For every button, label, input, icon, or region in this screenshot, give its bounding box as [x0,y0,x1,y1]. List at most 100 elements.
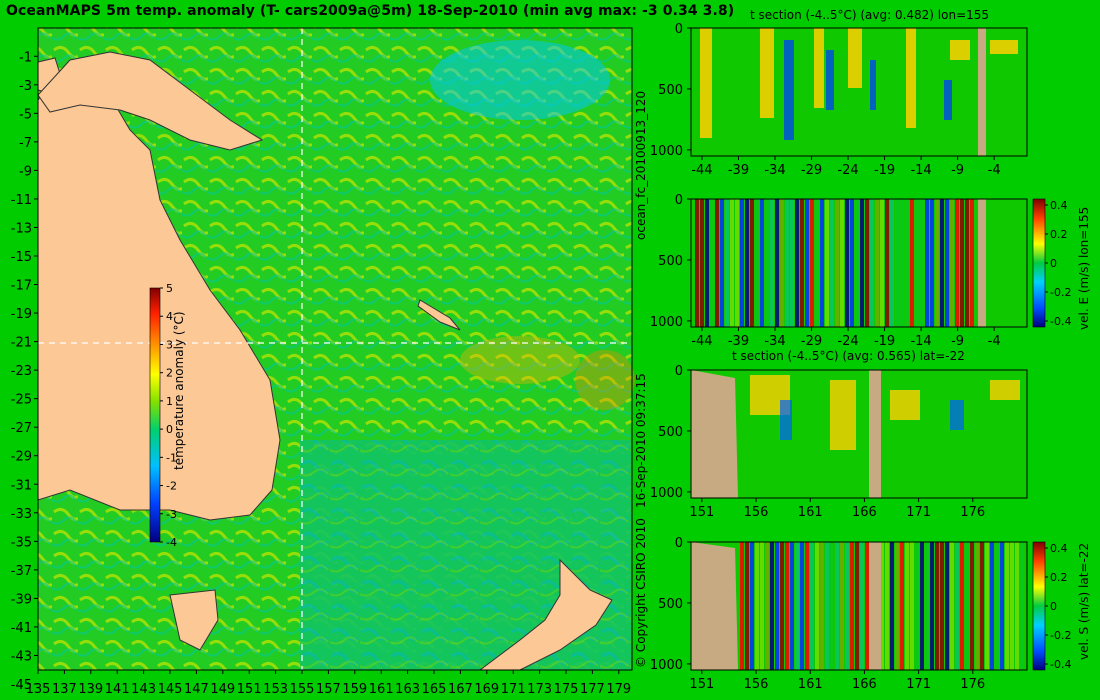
velocity-stripe [825,542,829,670]
t-section-lon-title: t section (-4..5°C) (avg: 0.482) lon=155 [750,8,990,22]
section-y-tick-label: 1000 [650,486,683,501]
map-x-tick-label: 167 [448,682,473,697]
velocity-stripe [790,542,794,670]
velocity-stripe [735,199,739,327]
velocity-stripe [945,542,949,670]
map-y-tick-label: -11 [11,193,32,208]
vel-s-colorbar [1032,541,1046,671]
map-x-tick-label: 175 [554,682,579,697]
velocity-stripe [810,542,814,670]
section-y-tick-label: 500 [658,83,683,98]
velocity-stripe [900,542,904,670]
velocity-stripe [880,542,884,670]
velocity-stripe [845,199,849,327]
velocity-stripe [890,542,894,670]
velocity-stripe [835,542,839,670]
map-y-tick-label: -3 [19,79,32,94]
velocity-stripe [780,199,784,327]
forecast-id-label: ocean_fc_20100913_120 [634,90,648,240]
section-x-tick-label: 161 [798,677,823,692]
map-x-tick-label: 179 [606,682,631,697]
temp-colorbar-tick-label: 1 [166,395,173,408]
t-section-lat-land [691,370,738,498]
section-x-tick-label: 156 [744,505,769,520]
section-y-tick-label: 500 [658,254,683,269]
velocity-stripe [820,542,824,670]
section-y-tick-label: 500 [658,597,683,612]
section-x-tick-label: -34 [764,334,785,349]
section-x-tick-label: 161 [798,505,823,520]
velocity-stripe [795,542,799,670]
map-x-tick-label: 153 [263,682,288,697]
velocity-stripe [730,199,734,327]
velocity-stripe [1005,542,1009,670]
section-y-tick-label: 1000 [650,144,683,159]
velocity-stripe [945,199,949,327]
map-x-tick-label: 145 [158,682,183,697]
section-x-tick-label: -44 [691,163,712,178]
map-warm-eddy [460,336,580,384]
velocity-colorbar-tick-label: 0 [1050,257,1057,270]
velocity-colorbar-tick-label: 0.4 [1050,199,1068,212]
map-x-tick-label: 155 [290,682,315,697]
section-x-tick-label: -29 [801,163,822,178]
section-y-tick-label: 0 [675,536,683,551]
map-x-tick-label: 137 [52,682,77,697]
velocity-stripe [980,542,984,670]
velocity-stripe [910,542,914,670]
map-y-tick-label: -45 [11,678,32,693]
velocity-stripe [875,199,879,327]
velocity-stripe [825,199,829,327]
tasmania-landmass [169,589,219,651]
section-x-tick-label: -39 [728,334,749,349]
map-warm-eddy-east [575,350,635,410]
section-x-tick-label: 151 [689,677,714,692]
new-caledonia-landmass [417,299,461,331]
velocity-stripe [710,199,714,327]
velocity-stripe [925,199,929,327]
vel-s-frame [690,541,1028,671]
section-x-tick-label: 176 [960,505,985,520]
t-section-lon-warm-streaks [700,28,1018,138]
new-guinea-landmass [37,51,264,151]
velocity-stripe [925,542,929,670]
velocity-stripe [850,542,854,670]
vel-s-section-panel [690,541,1046,671]
map-y-tick-label: -31 [11,478,32,493]
map-y-tick-label: -13 [11,221,32,236]
velocity-stripe [855,199,859,327]
map-y-tick-label: -23 [11,364,32,379]
velocity-stripe [905,199,909,327]
map-x-tick-label: 177 [580,682,605,697]
velocity-stripe [950,542,954,670]
velocity-stripe [845,542,849,670]
velocity-stripe [865,542,869,670]
map-x-tick-label: 165 [422,682,447,697]
t-section-lat-warm-patches [750,375,1020,450]
velocity-colorbar-tick-label: 0.2 [1050,571,1068,584]
velocity-colorbar-tick-label: 0 [1050,600,1057,613]
velocity-stripe [840,542,844,670]
map-y-tick-label: -33 [11,507,32,522]
map-y-tick-label: -27 [11,421,32,436]
velocity-colorbar-tick-label: 0.4 [1050,542,1068,555]
velocity-stripe [885,199,889,327]
map-x-tick-label: 169 [474,682,499,697]
velocity-stripe [970,542,974,670]
velocity-stripe [745,199,749,327]
velocity-stripe [960,542,964,670]
map-x-tick-label: 139 [78,682,103,697]
velocity-stripe [1020,542,1024,670]
velocity-colorbar-tick-label: -0.4 [1050,315,1071,328]
temp-colorbar-tick-label: 0 [166,423,173,436]
velocity-stripe [805,542,809,670]
velocity-stripe [915,199,919,327]
temp-colorbar-tick-label: -1 [166,451,177,464]
map-axis-ticks: 135 137 139 141 143 145 147 149 151 153 155 157 159 1… [11,50,631,697]
velocity-stripe [1010,542,1014,670]
temp-colorbar [149,287,161,543]
velocity-stripe [745,542,749,670]
velocity-stripe [900,199,904,327]
map-x-tick-label: 141 [105,682,130,697]
